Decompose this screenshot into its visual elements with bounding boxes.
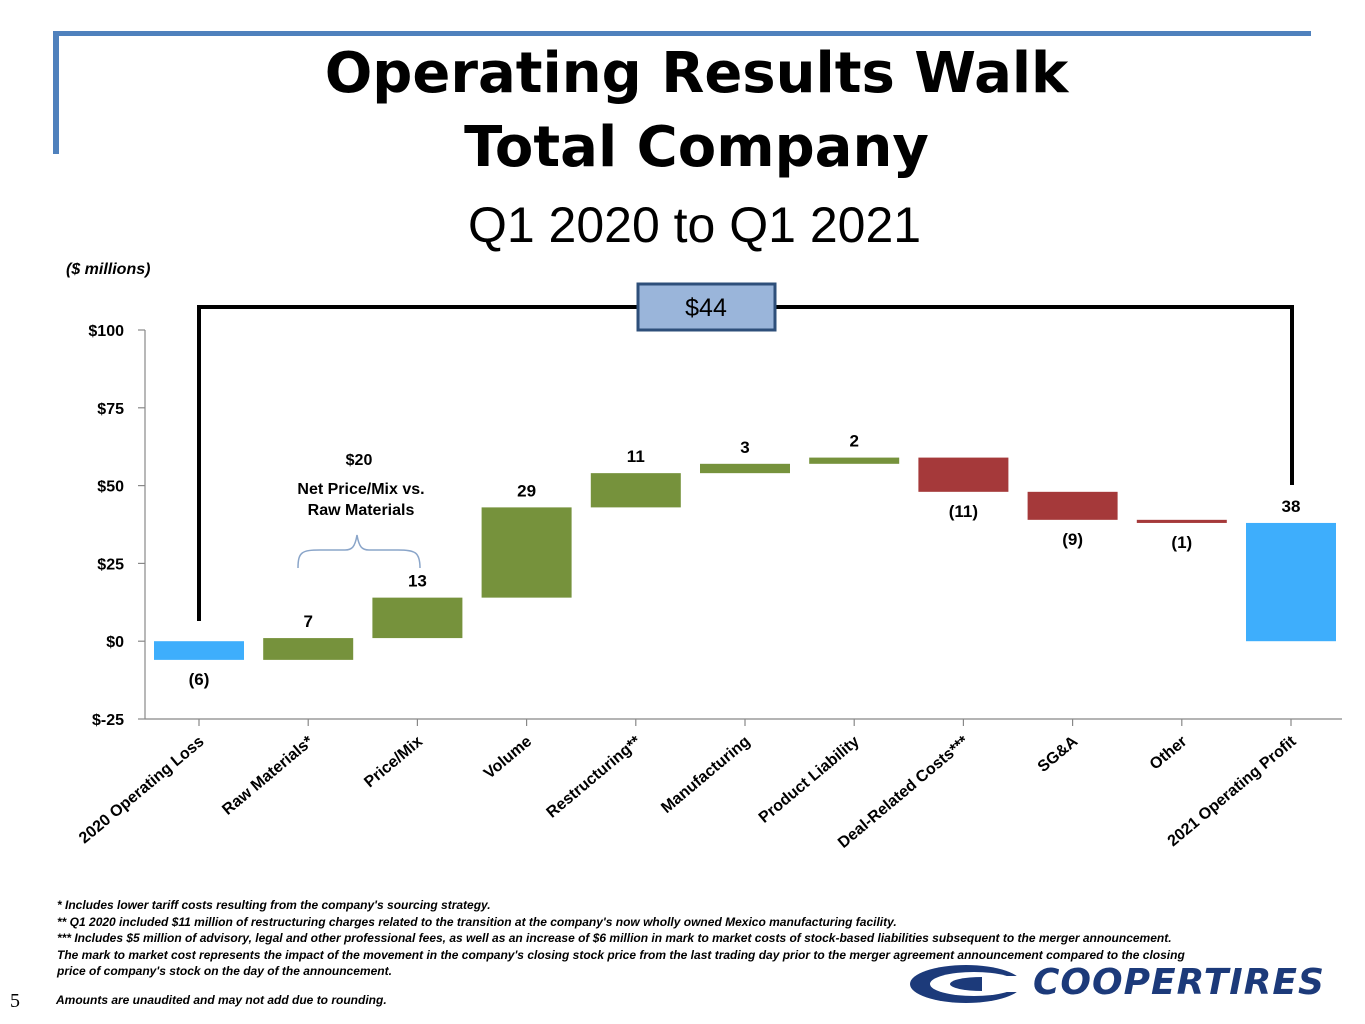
page-title-line2: Total Company [464,115,929,180]
annotation-line1: $20 [346,452,373,469]
bar [1136,519,1227,523]
footnote-4: The mark to market cost represents the i… [57,947,1185,962]
data-label: 11 [627,447,645,466]
data-label: 7 [303,612,312,631]
x-tick-label: SG&A [1035,733,1082,776]
left-accent-bar [53,31,59,154]
top-accent-bar [55,31,1311,36]
y-tick-label: $50 [97,479,124,496]
bar [154,641,244,660]
bar [700,463,790,474]
total-box-label: $44 [685,294,727,322]
data-label: 13 [408,572,427,591]
x-tick-label: 2020 Operating Loss [76,733,208,847]
footnote-1: * Includes lower tariff costs resulting … [57,898,491,912]
x-tick-label: Restructuring** [544,733,645,822]
bar [1027,491,1118,520]
data-label: 3 [740,438,749,457]
company-logo: COOPERTIRES [908,960,1348,1010]
page-subtitle: Q1 2020 to Q1 2021 [467,197,922,253]
data-label: 38 [1282,497,1301,516]
logo-text: COOPERTIRES [1033,962,1325,1003]
bar [263,638,354,660]
y-tick-label: $75 [97,401,124,418]
page-number: 5 [10,990,20,1012]
y-tick-label: $0 [106,634,124,651]
x-tick-label: Other [1147,733,1191,773]
footnotes: * Includes lower tariff costs resulting … [57,897,1327,980]
y-tick-label: $100 [88,323,124,340]
data-label: (9) [1062,530,1083,549]
bar [918,457,1009,492]
x-tick-label: Raw Materials* [219,733,317,819]
footnote-3: *** Includes $5 million of advisory, leg… [57,931,1172,945]
data-label: (11) [949,502,978,521]
annotation-line2: Net Price/Mix vs. [297,481,424,498]
brace-annotation [297,534,421,569]
x-tick-label: Manufacturing [658,733,753,817]
x-tick-label: Volume [481,733,535,782]
amounts-note: Amounts are unaudited and may not add du… [56,993,387,1007]
data-label: 29 [517,481,536,500]
bar [1246,522,1336,642]
footnote-5: price of company's stock on the day of t… [57,964,392,978]
bar [590,473,681,508]
data-label: (6) [189,670,210,689]
y-tick-label: $25 [97,556,124,573]
footnote-2: ** Q1 2020 included $11 million of restr… [57,914,897,929]
annotation-line3: Raw Materials [308,502,415,519]
y-tick-label: $-25 [92,712,124,729]
bar [481,507,572,598]
bar [809,457,900,464]
data-label: 2 [849,432,858,451]
bar [372,597,463,639]
logo-swoosh-icon [910,965,1028,1003]
units-label: ($ millions) [66,261,151,278]
page-title-line1: Operating Results Walk [324,41,1069,106]
total-box [636,282,777,332]
data-label: (1) [1171,533,1192,552]
x-tick-label: Product Liability [756,733,863,827]
x-tick-label: Price/Mix [361,733,426,791]
